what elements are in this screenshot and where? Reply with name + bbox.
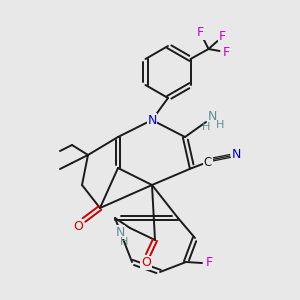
Text: N: N bbox=[147, 113, 157, 127]
Text: F: F bbox=[223, 46, 230, 59]
Text: F: F bbox=[206, 256, 213, 269]
Text: H: H bbox=[120, 237, 128, 247]
Text: O: O bbox=[141, 256, 151, 269]
Text: C: C bbox=[204, 155, 212, 169]
Text: F: F bbox=[219, 31, 226, 44]
Text: N: N bbox=[115, 226, 125, 238]
Text: H: H bbox=[202, 122, 210, 132]
Text: F: F bbox=[197, 26, 204, 40]
Text: O: O bbox=[73, 220, 83, 232]
Text: N: N bbox=[207, 110, 217, 124]
Text: H: H bbox=[216, 120, 224, 130]
Text: N: N bbox=[231, 148, 241, 161]
